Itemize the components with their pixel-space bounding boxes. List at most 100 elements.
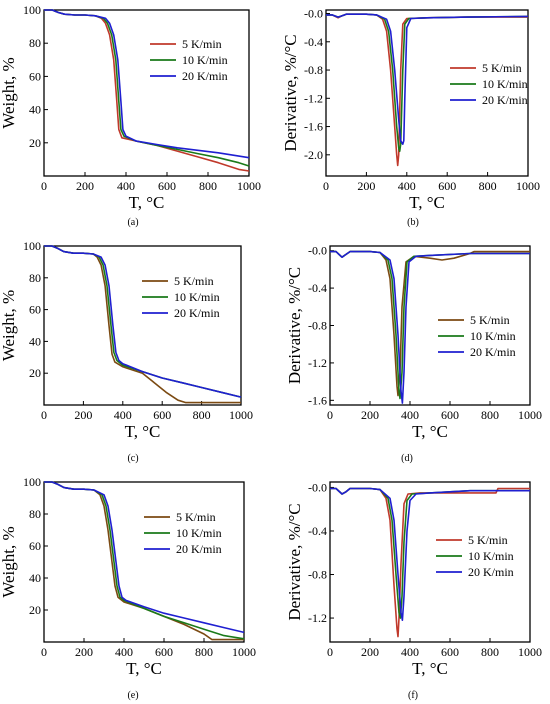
y-tick-label: 60 — [29, 303, 41, 317]
plot-frame — [43, 245, 242, 406]
legend-label: 5 K/min — [182, 37, 222, 51]
x-tick-label: 600 — [441, 408, 459, 422]
y-tick-label: 20 — [29, 603, 41, 617]
panel-caption: (c) — [127, 453, 138, 464]
x-tick-label: 600 — [158, 179, 176, 193]
x-axis-title: T, °C — [412, 659, 448, 678]
legend-label: 10 K/min — [176, 526, 222, 540]
y-tick-label: 60 — [29, 69, 41, 83]
panel-c: 0 200 400 600 800 1000 20 40 60 80 100 T, °C Weight,… — [0, 239, 253, 464]
y-tick-label: 20 — [29, 136, 41, 150]
plot-frame — [325, 9, 529, 177]
series-line-10-K-min — [44, 481, 245, 640]
legend-label: 5 K/min — [468, 533, 508, 547]
series-line-5-K-min — [44, 481, 244, 641]
panel-e: 0 200 400 600 800 1000 20 40 60 80 100 T, °C Weight,… — [0, 475, 256, 701]
y-axis-title: Derivative, %/°C — [281, 34, 300, 151]
x-tick-label: 800 — [199, 179, 217, 193]
x-tick-label: 200 — [361, 645, 379, 659]
y-tick-label: -2.0 — [304, 148, 323, 162]
y-tick-label: -0.8 — [308, 568, 327, 582]
x-tick-label: 800 — [479, 179, 497, 193]
x-tick-label: 200 — [76, 179, 94, 193]
x-tick-label: 1000 — [516, 179, 540, 193]
x-tick-label: 0 — [41, 645, 47, 659]
y-tick-label: 40 — [29, 571, 41, 585]
series-line-20-K-min — [44, 481, 245, 634]
y-tick-label: -0.4 — [308, 524, 327, 538]
y-tick-label: -1.2 — [304, 91, 323, 105]
legend-label: 5 K/min — [176, 510, 216, 524]
panel-f: 0 200 400 600 800 1000 -0.0 -0.4 -0.8 -1.2 T, °C De… — [285, 480, 542, 701]
y-tick-label: 80 — [29, 36, 41, 50]
y-tick-label: 100 — [23, 3, 41, 17]
x-tick-label: 1000 — [237, 179, 261, 193]
panel-b: 0 200 400 600 800 1000 -0.0 -0.4 -0.8 -1.2 -1.6 -2.… — [281, 7, 540, 228]
x-tick-label: 400 — [117, 179, 135, 193]
legend-label: 10 K/min — [470, 329, 516, 343]
legend-label: 10 K/min — [468, 549, 514, 563]
x-tick-label: 200 — [75, 645, 93, 659]
series-line-20-K-min — [44, 9, 250, 159]
x-tick-label: 0 — [41, 179, 47, 193]
y-tick-label: 60 — [29, 539, 41, 553]
y-tick-label: 20 — [29, 366, 41, 380]
x-tick-label: 400 — [398, 179, 416, 193]
plot-frame — [43, 481, 245, 643]
series-line-20-K-min — [44, 245, 242, 398]
y-tick-label: 100 — [23, 239, 41, 253]
y-axis-title: Weight, % — [0, 526, 18, 597]
y-axis-title: Derivative, %/°C — [285, 503, 304, 620]
legend-label: 5 K/min — [470, 313, 510, 327]
legend-label: 10 K/min — [482, 77, 528, 91]
y-tick-label: -0.4 — [304, 35, 323, 49]
x-tick-label: 200 — [74, 408, 92, 422]
series-line-20-K-min — [326, 13, 529, 145]
x-tick-label: 800 — [481, 645, 499, 659]
y-tick-label: -1.6 — [308, 393, 327, 407]
legend-label: 20 K/min — [468, 565, 514, 579]
legend-label: 10 K/min — [182, 53, 228, 67]
legend-label: 5 K/min — [174, 274, 214, 288]
x-tick-label: 1000 — [518, 408, 542, 422]
x-tick-label: 0 — [327, 645, 333, 659]
legend-label: 10 K/min — [174, 290, 220, 304]
x-tick-label: 600 — [153, 408, 171, 422]
panel-caption: (a) — [127, 217, 138, 228]
x-tick-label: 800 — [195, 645, 213, 659]
x-axis-title: T, °C — [126, 659, 162, 678]
x-tick-label: 800 — [193, 408, 211, 422]
x-tick-label: 400 — [115, 645, 133, 659]
x-tick-label: 200 — [361, 408, 379, 422]
series-line-20-K-min — [330, 250, 530, 404]
x-tick-label: 0 — [327, 408, 333, 422]
y-tick-label: -0.0 — [304, 7, 323, 21]
x-tick-label: 1000 — [229, 408, 253, 422]
panel-caption: (e) — [127, 690, 138, 701]
y-tick-label: -0.0 — [308, 244, 327, 258]
x-axis-title: T, °C — [412, 422, 448, 441]
panel-caption: (f) — [408, 690, 418, 701]
x-tick-label: 800 — [481, 408, 499, 422]
y-axis-title: Weight, % — [0, 57, 18, 128]
x-tick-label: 1000 — [518, 645, 542, 659]
x-tick-label: 200 — [357, 179, 375, 193]
panel-caption: (d) — [401, 453, 413, 464]
x-tick-label: 0 — [323, 179, 329, 193]
x-tick-label: 400 — [401, 645, 419, 659]
x-tick-label: 600 — [441, 645, 459, 659]
y-tick-label: -1.6 — [304, 120, 323, 134]
legend-label: 20 K/min — [482, 93, 528, 107]
y-tick-label: 100 — [23, 475, 41, 489]
legend-label: 20 K/min — [470, 345, 516, 359]
series-line-5-K-min — [44, 9, 250, 172]
y-tick-label: -1.2 — [308, 356, 327, 370]
panel-a: 0 200 400 600 800 1000 20 40 60 80 100 T, °C Weight,… — [0, 3, 261, 228]
series-line-20-K-min — [330, 487, 530, 622]
y-axis-title: Weight, % — [0, 290, 18, 361]
y-axis-title: Derivative, %/°C — [285, 267, 304, 384]
series-line-5-K-min — [44, 245, 241, 404]
y-tick-label: -1.2 — [308, 611, 327, 625]
x-tick-label: 400 — [401, 408, 419, 422]
